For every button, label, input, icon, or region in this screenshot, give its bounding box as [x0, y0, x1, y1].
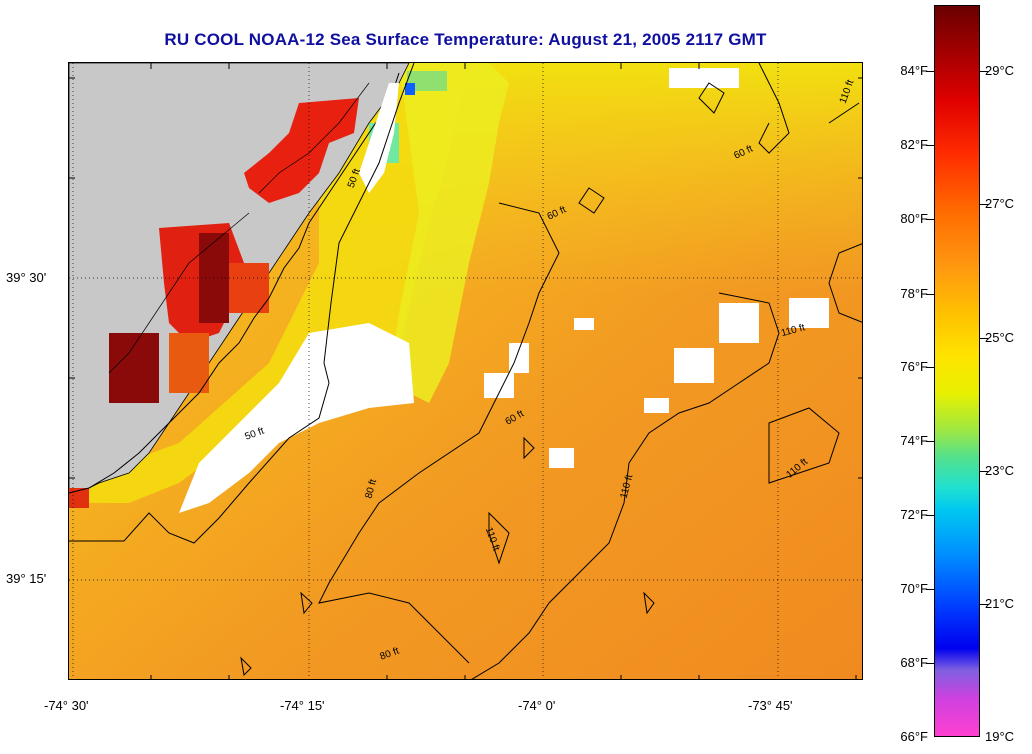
contour-110ft [488, 511, 510, 565]
graticule [69, 63, 862, 679]
cloud-patch [549, 448, 574, 468]
colorbar-label-c: 19°C [985, 729, 1015, 744]
cloud-patch [359, 83, 399, 193]
colorbar-label-c: 29°C [985, 63, 1015, 78]
lon-label: -74° 0' [518, 698, 556, 713]
barrier-islands [108, 82, 370, 374]
bay-dark-red [109, 333, 159, 403]
colorbar-label-f: 74°F [900, 433, 928, 448]
bay-hot-region [244, 98, 359, 203]
colorbar-tick [926, 367, 934, 368]
contour-110ft [768, 407, 840, 484]
contour-label: 80 ft [364, 478, 380, 500]
depth-contours [69, 63, 862, 679]
coastline [69, 72, 400, 494]
coastal-orange [229, 263, 269, 313]
colorbar-label-c: 27°C [985, 196, 1015, 211]
colorbar-tick [926, 71, 934, 72]
colorbar-tick [926, 145, 934, 146]
cloud-patch [719, 303, 759, 343]
colorbar-tick [926, 441, 934, 442]
lon-label: -73° 45' [748, 698, 793, 713]
colorbar-label-c: 25°C [985, 330, 1015, 345]
colorbar-tick [926, 589, 934, 590]
cool-patch [407, 71, 447, 91]
colorbar-label-c: 23°C [985, 463, 1015, 478]
coastal-orange [169, 333, 209, 393]
colorbar-label-c: 21°C [985, 596, 1015, 611]
cloud-patch [484, 373, 514, 398]
colorbar-tick [980, 204, 988, 205]
lat-label: 39° 15' [6, 571, 47, 586]
cloud-patch [509, 343, 529, 373]
contour-ring [523, 436, 535, 460]
colorbar-label-f: 72°F [900, 507, 928, 522]
colorbar-label-f: 78°F [900, 286, 928, 301]
cloud-patch [789, 298, 829, 328]
cloud-patch [179, 323, 414, 513]
lon-label: -74° 15' [280, 698, 325, 713]
cold-pixel [405, 83, 415, 95]
lon-label: -74° 30' [44, 698, 89, 713]
colorbar-tick [926, 294, 934, 295]
colorbar-label-f: 76°F [900, 359, 928, 374]
colorbar-label-f: 66°F [900, 729, 928, 744]
colorbar-label-f: 84°F [900, 63, 928, 78]
colorbar-tick [980, 338, 988, 339]
lat-label: 39° 30' [6, 270, 47, 285]
yellow-patch [389, 63, 509, 403]
contour-ring [643, 591, 655, 615]
contour-110ft [758, 63, 790, 154]
colorbar-label-f: 80°F [900, 211, 928, 226]
colorbar-tick [926, 663, 934, 664]
colorbar-tick [926, 515, 934, 516]
frame-ticks [69, 63, 862, 679]
colorbar-label-f: 68°F [900, 655, 928, 670]
contour-110ft [828, 102, 862, 323]
contour-110ft-ring [698, 82, 725, 114]
contour-60ft-ring [578, 187, 605, 214]
contour-ring [300, 591, 313, 615]
coastal-orange [69, 488, 89, 508]
colorbar-tick [980, 604, 988, 605]
colorbar-tick [980, 71, 988, 72]
cloud-patch [669, 68, 739, 88]
colorbar-tick [980, 471, 988, 472]
colorbar-label-f: 82°F [900, 137, 928, 152]
colorbar-label-f: 70°F [900, 581, 928, 596]
sst-map: 50 ft 50 ft 60 ft 60 ft 60 ft 80 ft 80 f… [68, 62, 863, 680]
cloud-patch [674, 348, 714, 383]
contour-60ft-80ft [318, 202, 560, 664]
colorbar-tick [926, 219, 934, 220]
sst-map-canvas: 50 ft 50 ft 60 ft 60 ft 60 ft 80 ft 80 f… [69, 63, 862, 679]
cloud-patch [644, 398, 669, 413]
temperature-colorbar [934, 5, 980, 737]
map-title: RU COOL NOAA-12 Sea Surface Temperature:… [164, 30, 767, 49]
cloud-patch [574, 318, 594, 330]
contour-50ft [69, 63, 415, 544]
contour-110ft [471, 292, 780, 679]
contour-ring [240, 656, 252, 677]
